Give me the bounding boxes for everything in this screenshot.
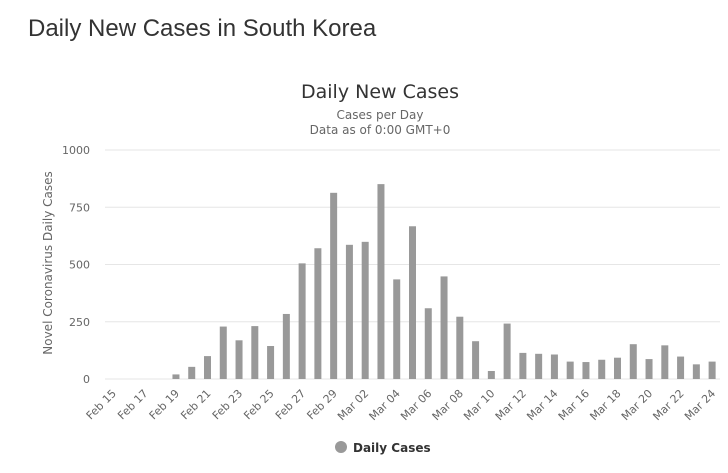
x-tick-label: Mar 22 (650, 387, 686, 423)
legend-marker-icon (335, 441, 347, 453)
bar[interactable] (424, 308, 432, 379)
x-tick-label: Mar 08 (430, 387, 466, 423)
x-tick-label: Feb 19 (147, 387, 182, 422)
bar[interactable] (377, 184, 385, 379)
bar[interactable] (298, 263, 306, 379)
x-tick-label: Feb 27 (273, 387, 308, 422)
bar[interactable] (692, 364, 700, 379)
bar[interactable] (472, 341, 480, 379)
x-tick-label: Mar 12 (493, 387, 529, 423)
legend-item-daily-cases[interactable]: Daily Cases (335, 441, 431, 455)
bar[interactable] (456, 316, 464, 379)
bar[interactable] (219, 326, 227, 379)
bar[interactable] (566, 361, 574, 379)
bar[interactable] (677, 356, 685, 379)
bar[interactable] (598, 359, 606, 379)
bar[interactable] (188, 366, 196, 379)
chart-subtitle-line2: Data as of 0:00 GMT+0 (310, 123, 451, 137)
bar[interactable] (550, 354, 558, 380)
bar[interactable] (330, 192, 338, 379)
y-axis-label: Novel Coronavirus Daily Cases (41, 171, 55, 354)
bar[interactable] (614, 357, 621, 379)
bar[interactable] (487, 370, 495, 379)
bar[interactable] (361, 241, 369, 379)
bar[interactable] (345, 244, 353, 379)
x-tick-label: Mar 20 (619, 387, 655, 423)
bar[interactable] (519, 352, 527, 379)
page-heading: Daily New Cases in South Korea (28, 15, 377, 42)
bar[interactable] (629, 344, 637, 379)
bar[interactable] (708, 361, 716, 379)
bar[interactable] (172, 374, 180, 379)
x-tick-label: Mar 14 (524, 387, 560, 423)
x-tick-label: Mar 24 (682, 387, 718, 423)
x-tick-label: Feb 21 (178, 387, 213, 422)
x-tick-label: Mar 06 (398, 387, 434, 423)
x-tick-label: Feb 17 (115, 387, 150, 422)
bar[interactable] (393, 279, 401, 379)
y-tick-label: 750 (69, 201, 90, 214)
y-tick-label: 250 (69, 316, 90, 329)
bar[interactable] (235, 340, 243, 379)
y-axis-ticks: 0 250 500 750 1000 (62, 144, 90, 386)
x-tick-label: Feb 29 (304, 387, 339, 422)
bar[interactable] (535, 353, 543, 379)
x-tick-label: Mar 16 (556, 387, 592, 423)
x-tick-label: Mar 04 (367, 387, 403, 423)
bar-series[interactable] (172, 184, 716, 380)
bar[interactable] (645, 359, 653, 379)
x-tick-label: Feb 25 (241, 387, 276, 422)
x-tick-label: Mar 02 (335, 387, 371, 423)
bar[interactable] (314, 248, 322, 379)
legend-label: Daily Cases (353, 441, 431, 455)
bar[interactable] (503, 323, 511, 379)
bar[interactable] (204, 356, 211, 379)
bar[interactable] (661, 345, 669, 379)
y-tick-label: 500 (69, 259, 90, 272)
bar[interactable] (267, 346, 275, 379)
chart-title: Daily New Cases (301, 81, 459, 103)
bar[interactable] (582, 362, 590, 379)
bar[interactable] (440, 276, 448, 379)
y-tick-label: 1000 (62, 144, 90, 157)
x-tick-label: Mar 18 (587, 387, 623, 423)
y-tick-label: 0 (83, 373, 90, 386)
x-tick-label: Mar 10 (461, 387, 497, 423)
bar[interactable] (251, 326, 259, 379)
bar[interactable] (409, 226, 416, 379)
x-tick-label: Feb 15 (84, 387, 119, 422)
bar[interactable] (282, 313, 290, 379)
x-tick-label: Feb 23 (210, 387, 245, 422)
chart-subtitle-line1: Cases per Day (337, 108, 424, 122)
